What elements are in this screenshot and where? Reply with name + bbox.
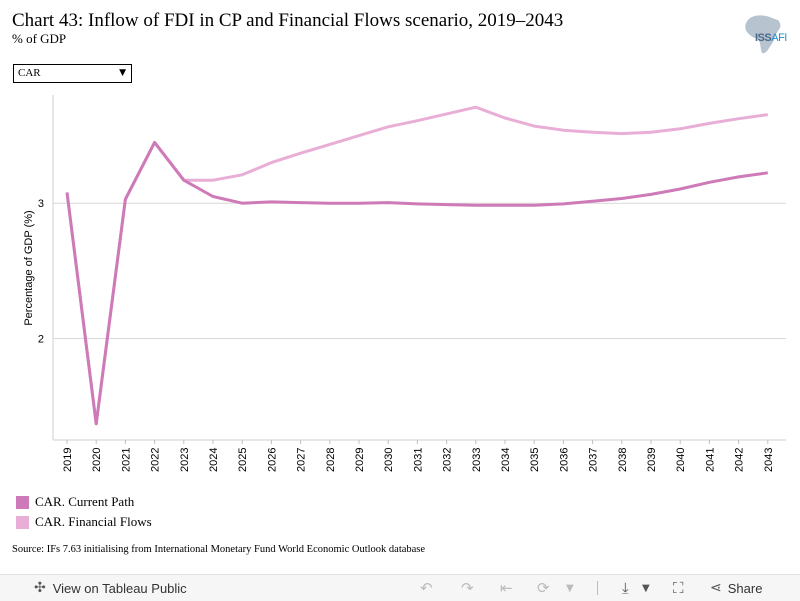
x-tick-label: 2019 [62,448,74,472]
line-chart: 2019 2020 2021 2022 2023 2024 2025 2026 2027 2028… [23,95,786,472]
x-tick-label: 2020 [91,448,103,472]
x-tick-label: 2029 [354,448,366,472]
x-tick-label: 2032 [442,448,454,472]
refresh-menu-chevron-icon[interactable]: ▼ [566,583,574,594]
x-tick-label: 2030 [383,448,395,472]
x-tick-label: 2034 [500,448,512,472]
tableau-icon: ✣ [34,580,46,596]
logo-text: ISSAFI [755,32,787,44]
toolbar-divider [597,581,598,595]
share-label: Share [727,580,763,596]
legend-swatch-current-path [16,495,29,509]
x-tick-label: 2035 [529,448,541,472]
country-filter-value: CAR [18,67,41,79]
x-ticks: 2019 2020 2021 2022 2023 2024 2025 2026 2027 2028… [62,440,775,472]
revert-icon[interactable]: ⇤ [500,579,513,597]
chart-subtitle: % of GDP [12,31,67,46]
x-tick-label: 2023 [179,448,191,472]
logo-text-accent: AFI [771,32,787,44]
x-tick-label: 2024 [208,448,220,472]
x-tick-label: 2042 [734,448,746,472]
y-tick-labels: 23 [38,198,44,345]
legend-item-financial-flows[interactable]: CAR. Financial Flows [16,512,152,532]
series-line-current-path[interactable] [65,140,769,426]
chart-title: Chart 43: Inflow of FDI in CP and Financ… [12,10,564,31]
x-tick-label: 2037 [588,448,600,472]
y-tick-label: 3 [38,198,44,210]
fullscreen-icon[interactable]: ⛶ [673,579,684,597]
view-on-tableau-label: View on Tableau Public [52,580,187,596]
share-button[interactable]: ⋖ Share [710,580,762,596]
x-tick-label: 2021 [120,448,132,472]
y-tick-label: 2 [38,334,44,346]
x-tick-label: 2033 [471,448,483,472]
x-tick-label: 2025 [237,448,249,472]
x-tick-label: 2041 [704,448,716,472]
legend-swatch-financial-flows [16,515,29,529]
share-icon: ⋖ [710,580,722,596]
dropdown-arrow-icon: ▼ [119,68,126,78]
x-tick-label: 2038 [617,448,629,472]
iss-logo [745,15,781,54]
series-line-financial-flows[interactable] [65,105,769,426]
undo-icon[interactable]: ↶ [420,579,433,597]
x-tick-label: 2026 [266,448,278,472]
x-tick-label: 2028 [325,448,337,472]
legend-label-financial-flows: CAR. Financial Flows [35,514,152,529]
gridlines [53,202,786,340]
redo-icon[interactable]: ↷ [461,579,474,597]
tableau-toolbar: ✣ View on Tableau Public ↶ ↷ ⇤ ⟳ ▼ ⤓ ▼ ⛶… [0,574,800,601]
legend-label-current-path: CAR. Current Path [35,494,135,509]
legend: CAR. Current Path CAR. Financial Flows [16,492,152,532]
download-icon[interactable]: ⤓ [622,579,629,597]
legend-item-current-path[interactable]: CAR. Current Path [16,492,152,512]
x-tick-label: 2040 [675,448,687,472]
logo-text-main: ISS [755,32,772,44]
x-tick-label: 2027 [296,448,308,472]
x-tick-label: 2031 [412,448,424,472]
x-tick-label: 2039 [646,448,658,472]
y-axis-label: Percentage of GDP (%) [23,210,35,325]
x-tick-label: 2022 [150,448,162,472]
x-tick-label: 2036 [558,448,570,472]
source-note: Source: IFs 7.63 initialising from Inter… [12,544,426,555]
view-on-tableau-button[interactable]: ✣ View on Tableau Public [34,580,187,596]
refresh-icon[interactable]: ⟳ [537,579,550,597]
series-lines [65,105,769,426]
country-filter-dropdown[interactable]: CAR ▼ [13,64,132,83]
download-menu-chevron-icon[interactable]: ▼ [642,583,650,594]
x-tick-label: 2043 [763,448,775,472]
